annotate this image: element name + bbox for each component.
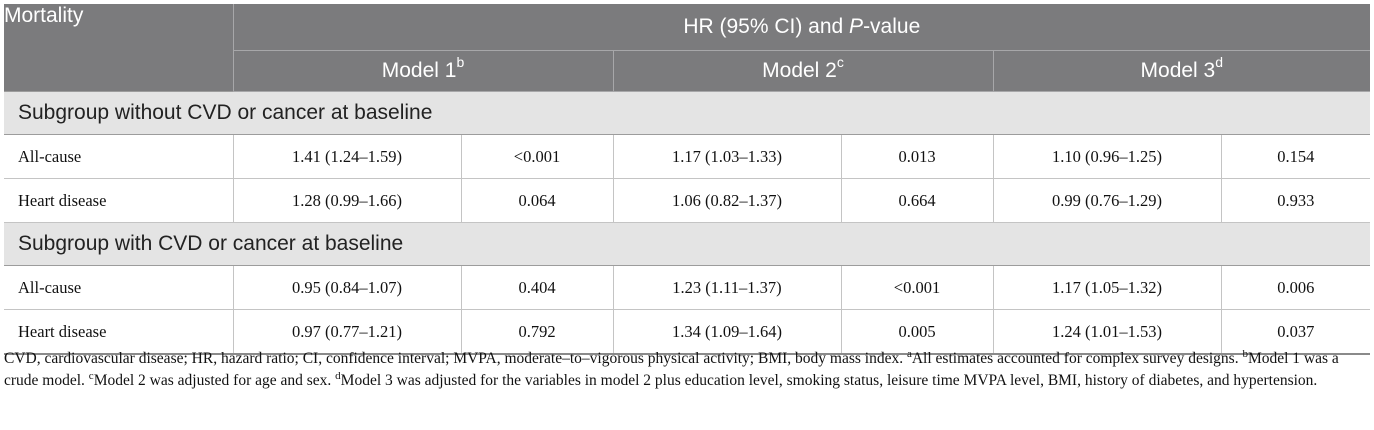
cell: 0.404 [461, 265, 614, 310]
cell: 0.013 [841, 134, 994, 179]
subgroup-title: Subgroup without CVD or cancer at baseli… [4, 91, 1371, 135]
cell: <0.001 [461, 134, 614, 179]
cell: 0.664 [841, 178, 994, 223]
table-footnote: CVD, cardiovascular disease; HR, hazard … [4, 348, 1339, 390]
cell: 0.154 [1221, 134, 1371, 179]
cell: 0.99 (0.76–1.29) [993, 178, 1222, 223]
subgroup-title: Subgroup with CVD or cancer at baseline [4, 222, 1371, 266]
model-2-header: Model 2c [613, 50, 994, 92]
subgroup-header-row: Subgroup with CVD or cancer at baseline [4, 222, 1371, 266]
cell: 1.28 (0.99–1.66) [233, 178, 462, 223]
cell: 0.933 [1221, 178, 1371, 223]
cell: 1.06 (0.82–1.37) [613, 178, 842, 223]
cell: 0.005 [841, 309, 994, 355]
row-label: All-cause [4, 265, 234, 310]
cell: 0.97 (0.77–1.21) [233, 309, 462, 355]
cell: 1.17 (1.05–1.32) [993, 265, 1222, 310]
results-table: Mortality HR (95% CI) and P-value Model … [4, 4, 1371, 355]
cell: 1.17 (1.03–1.33) [613, 134, 842, 179]
row-label: Heart disease [4, 309, 234, 355]
row-label: Heart disease [4, 178, 234, 223]
hr-header: HR (95% CI) and P-value [233, 4, 1371, 51]
cell: 1.24 (1.01–1.53) [993, 309, 1222, 355]
cell: 0.064 [461, 178, 614, 223]
model-3-header: Model 3d [993, 50, 1371, 92]
table-row: Heart disease 0.97 (0.77–1.21) 0.792 1.3… [4, 309, 1371, 355]
subgroup-header-row: Subgroup without CVD or cancer at baseli… [4, 91, 1371, 135]
cell: 1.41 (1.24–1.59) [233, 134, 462, 179]
cell: 1.23 (1.11–1.37) [613, 265, 842, 310]
cell: 0.037 [1221, 309, 1371, 355]
model-1-header: Model 1b [233, 50, 614, 92]
table-row: Heart disease 1.28 (0.99–1.66) 0.064 1.0… [4, 178, 1371, 223]
cell: 0.792 [461, 309, 614, 355]
cell: 0.006 [1221, 265, 1371, 310]
cell: 0.95 (0.84–1.07) [233, 265, 462, 310]
table-row: All-cause 0.95 (0.84–1.07) 0.404 1.23 (1… [4, 265, 1371, 310]
cell: 1.10 (0.96–1.25) [993, 134, 1222, 179]
table-row: All-cause 1.41 (1.24–1.59) <0.001 1.17 (… [4, 134, 1371, 179]
row-label: All-cause [4, 134, 234, 179]
cell: 1.34 (1.09–1.64) [613, 309, 842, 355]
cell: <0.001 [841, 265, 994, 310]
mortality-header: Mortality [4, 4, 234, 92]
